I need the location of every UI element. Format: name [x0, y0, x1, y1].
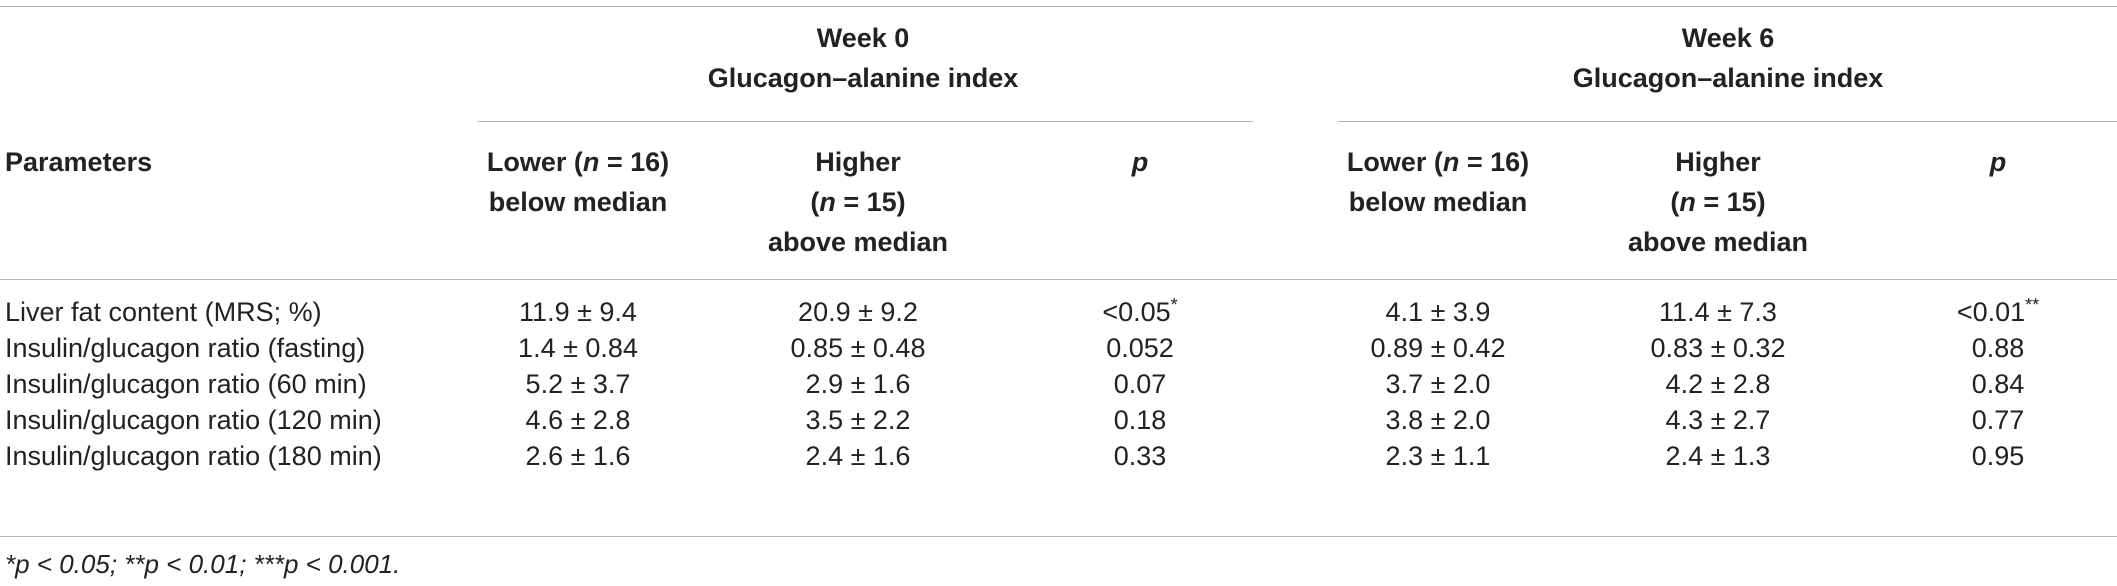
significance-marker: ** — [2025, 295, 2040, 315]
table-cell-w0-lower: 11.9 ± 9.4 — [519, 297, 637, 327]
table-cell-w0-p: 0.07 — [1113, 369, 1167, 399]
table-cell-w6-lower: 4.1 ± 3.9 — [1385, 297, 1491, 327]
table-cell-w0-p: 0.18 — [1113, 405, 1167, 435]
table-cell-w6-p: <0.01** — [1956, 295, 2040, 327]
table-cell-w0-lower: 1.4 ± 0.84 — [518, 333, 638, 363]
table-cell-w6-p: 0.88 — [1971, 333, 2025, 363]
week0-title: Week 0 — [816, 23, 910, 53]
table-footnote: *p < 0.05; **p < 0.01; ***p < 0.001. — [5, 549, 401, 579]
table-cell-w0-higher: 2.9 ± 1.6 — [805, 369, 911, 399]
table-cell-w6-p: 0.77 — [1971, 405, 2025, 435]
table-cell-w0-higher: 2.4 ± 1.6 — [805, 441, 911, 471]
week0-group-header: Week 0 Glucagon–alanine index — [578, 18, 1148, 98]
table-cell-w0-higher: 20.9 ± 9.2 — [798, 297, 918, 327]
week6-group-header: Week 6 Glucagon–alanine index — [1443, 18, 2013, 98]
week0-lower-header: Lower (n = 16) below median — [486, 147, 670, 217]
table-cell-w6-higher: 4.3 ± 2.7 — [1665, 405, 1771, 435]
week0-higher-header: Higher (n = 15) above median — [767, 147, 949, 257]
week6-title: Week 6 — [1681, 23, 1775, 53]
week6-p-header: p — [1989, 147, 2007, 177]
row-label: Insulin/glucagon ratio (fasting) — [5, 333, 366, 363]
week6-lower-header: Lower (n = 16) below median — [1346, 147, 1530, 217]
table-cell-w0-higher: 0.85 ± 0.48 — [790, 333, 926, 363]
table-cell-w0-lower: 4.6 ± 2.8 — [525, 405, 631, 435]
week6-group-rule — [1338, 121, 2117, 122]
row-label: Insulin/glucagon ratio (60 min) — [5, 369, 367, 399]
significance-marker: * — [1170, 295, 1178, 315]
table-cell-w0-lower: 5.2 ± 3.7 — [525, 369, 631, 399]
table-cell-w6-higher: 2.4 ± 1.3 — [1665, 441, 1771, 471]
table-cell-w0-higher: 3.5 ± 2.2 — [805, 405, 911, 435]
header-bottom-rule — [0, 279, 2117, 280]
table-cell-w6-p: 0.95 — [1971, 441, 2025, 471]
table-cell-w6-higher: 4.2 ± 2.8 — [1665, 369, 1771, 399]
week0-group-rule — [478, 121, 1253, 122]
table-cell-w6-lower: 3.7 ± 2.0 — [1385, 369, 1491, 399]
week6-higher-header: Higher (n = 15) above median — [1627, 147, 1809, 257]
table-cell-w6-lower: 2.3 ± 1.1 — [1385, 441, 1491, 471]
table-cell-w0-p: <0.05* — [1102, 295, 1178, 327]
week6-subtitle: Glucagon–alanine index — [1572, 63, 1884, 93]
table-cell-w6-lower: 3.8 ± 2.0 — [1385, 405, 1491, 435]
table-cell-w6-lower: 0.89 ± 0.42 — [1370, 333, 1506, 363]
week0-p-header: p — [1131, 147, 1149, 177]
row-label: Insulin/glucagon ratio (120 min) — [5, 405, 382, 435]
row-label: Liver fat content (MRS; %) — [5, 297, 322, 327]
table-cell-w0-lower: 2.6 ± 1.6 — [525, 441, 631, 471]
table-cell-w6-higher: 0.83 ± 0.32 — [1650, 333, 1786, 363]
parameters-header: Parameters — [5, 147, 153, 177]
week0-subtitle: Glucagon–alanine index — [707, 63, 1019, 93]
row-label: Insulin/glucagon ratio (180 min) — [5, 441, 382, 471]
table-cell-w0-p: 0.33 — [1113, 441, 1167, 471]
table-cell-w6-p: 0.84 — [1971, 369, 2025, 399]
top-rule — [0, 6, 2117, 7]
table-bottom-rule — [0, 536, 2117, 537]
table-cell-w0-p: 0.052 — [1106, 333, 1174, 363]
table-cell-w6-higher: 11.4 ± 7.3 — [1659, 297, 1777, 327]
